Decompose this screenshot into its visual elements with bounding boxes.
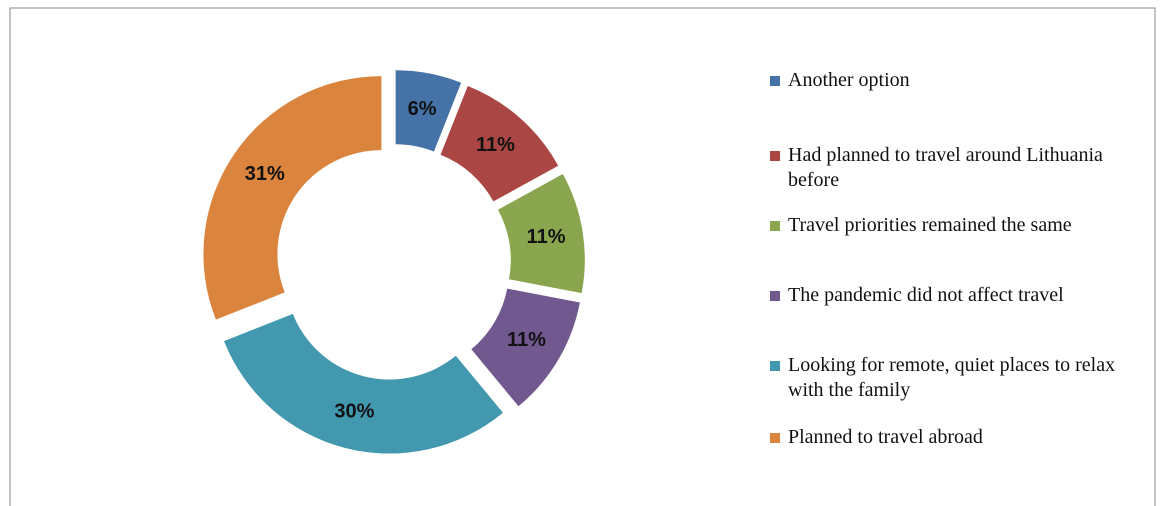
legend-label: Another option [788,69,910,91]
legend-swatch [770,291,780,301]
donut-segment [497,174,585,294]
legend-item: Planned to travel abroad [770,425,1130,450]
legend-swatch [770,151,780,161]
data-label: 11% [527,226,566,248]
data-label: 30% [334,400,374,422]
legend-item: The pandemic did not affect travel [770,283,1130,308]
data-label: 6% [408,98,437,120]
donut-segment [395,70,462,152]
legend-swatch [770,221,780,231]
legend-label: Had planned to travel around Lithuania b… [788,144,1103,191]
data-label: 11% [476,134,515,156]
legend-label: Looking for remote, quiet places to rela… [788,354,1116,401]
legend-item: Travel priorities remained the same [770,213,1130,238]
donut-segment [440,85,559,202]
legend-swatch [770,433,780,443]
legend-item: Looking for remote, quiet places to rela… [770,353,1130,403]
frame [9,7,1156,506]
legend-label: The pandemic did not affect travel [788,284,1064,306]
data-label: 31% [245,163,285,185]
legend-label: Travel priorities remained the same [788,214,1072,236]
legend-item: Another option [770,68,1130,93]
donut-segment [471,288,580,407]
data-label: 11% [507,329,546,351]
legend-label: Planned to travel abroad [788,426,983,448]
donut-segment [203,76,382,320]
donut-segment [224,313,503,454]
legend-swatch [770,361,780,371]
legend-item: Had planned to travel around Lithuania b… [770,143,1130,193]
legend-swatch [770,76,780,86]
